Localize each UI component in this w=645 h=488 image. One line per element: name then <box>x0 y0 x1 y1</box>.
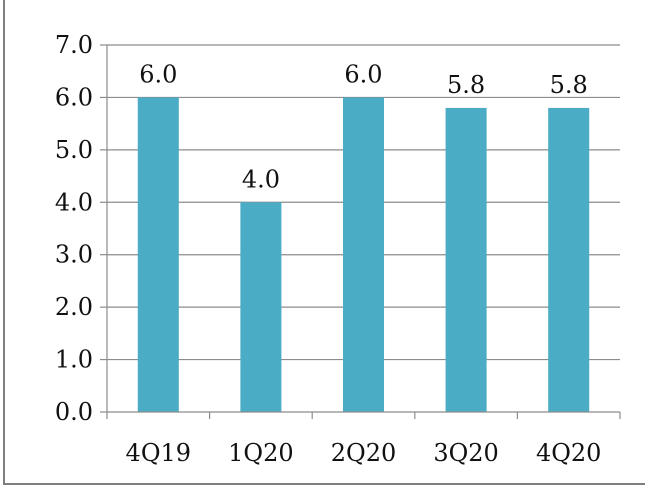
bar <box>445 107 487 413</box>
y-tick-label: 1.0 <box>55 346 93 374</box>
labels: 0.0 1.0 2.0 3.0 4.0 5.0 6.0 7.0 4Q19 6.0 1Q20 4.0 2Q… <box>55 31 602 467</box>
bar <box>342 97 385 412</box>
y-tick-label: 3.0 <box>55 241 93 269</box>
data-label: 5.8 <box>447 71 485 99</box>
x-tick-label: 4Q20 <box>536 439 601 467</box>
x-tick-label: 2Q20 <box>331 439 396 467</box>
x-tick-label: 4Q19 <box>126 439 191 467</box>
bar <box>548 107 590 413</box>
y-tick-label: 4.0 <box>55 188 93 216</box>
y-tick-label: 6.0 <box>55 83 93 111</box>
axes <box>100 44 621 419</box>
x-tick-label: 3Q20 <box>433 439 498 467</box>
x-tick-label: 1Q20 <box>228 439 293 467</box>
data-label: 5.8 <box>550 71 588 99</box>
data-label: 6.0 <box>139 60 177 88</box>
data-label: 4.0 <box>242 165 280 193</box>
y-tick-label: 0.0 <box>55 398 93 426</box>
bars <box>137 97 590 413</box>
chart-border <box>3 0 645 485</box>
y-tick-label: 7.0 <box>55 31 93 59</box>
y-tick-label: 2.0 <box>55 293 93 321</box>
bar <box>137 97 179 412</box>
y-tick-label: 5.0 <box>55 136 93 164</box>
data-label: 6.0 <box>344 60 382 88</box>
bar <box>240 202 282 412</box>
